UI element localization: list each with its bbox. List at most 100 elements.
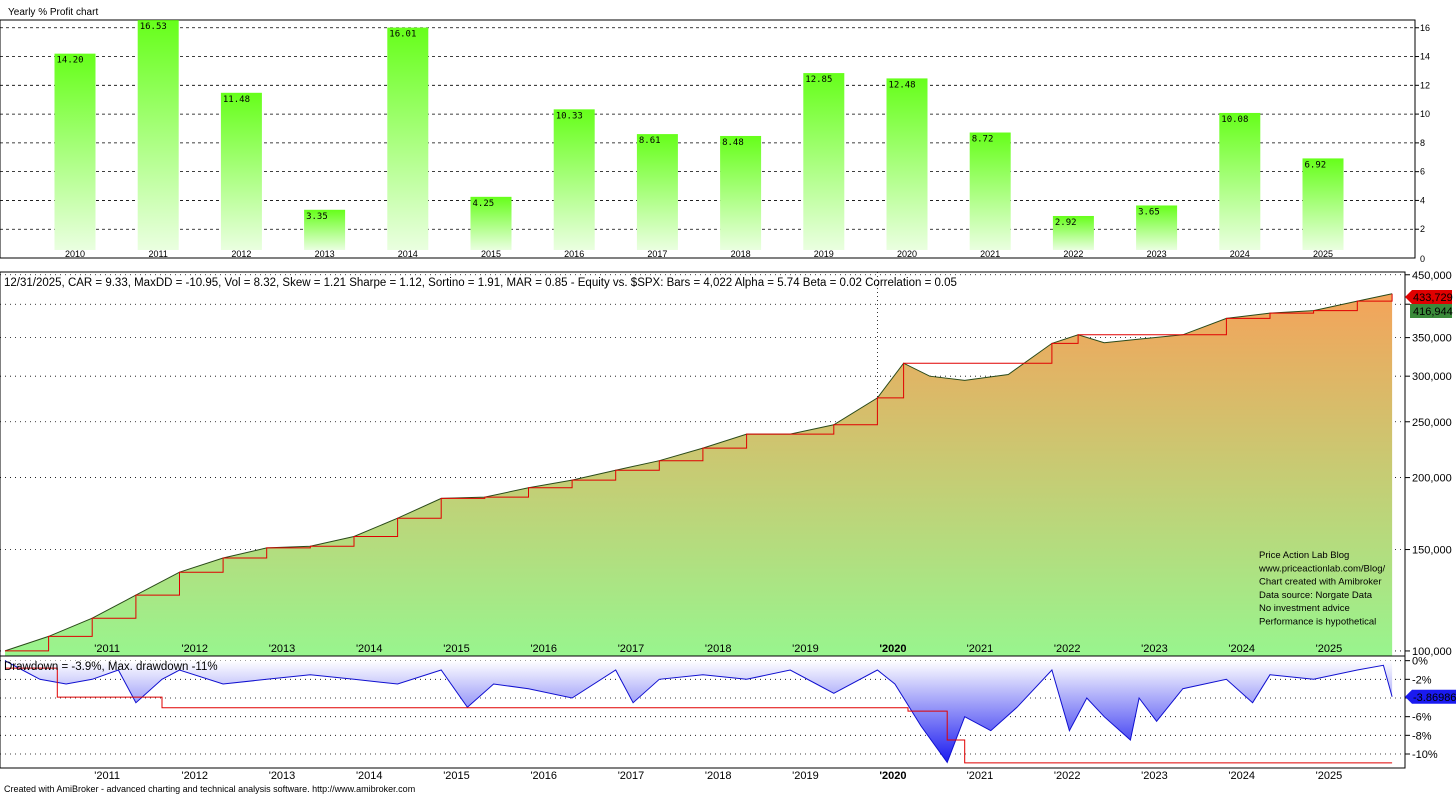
profit-x-tick-label: 2021 (980, 249, 1000, 259)
profit-bar (304, 209, 346, 250)
equity-x-tick-label: '2015 (443, 643, 470, 655)
drawdown-x-tick-label: '2012 (181, 770, 208, 782)
profit-chart-title: Yearly % Profit chart (8, 7, 98, 18)
equity-y-tick-label: 350,000 (1412, 333, 1452, 345)
drawdown-y-axis-labels: 0%-2%-4%-6%-8%-10% (1412, 656, 1438, 761)
profit-x-tick-label: 2024 (1230, 249, 1250, 259)
profit-bar (886, 78, 928, 250)
equity-annotation: Price Action Lab Blog www.priceactionlab.… (1258, 550, 1386, 628)
drawdown-x-tick-label: '2016 (530, 770, 557, 782)
annotation-line: Data source: Norgate Data (1259, 590, 1373, 601)
profit-x-tick-label: 2010 (65, 249, 85, 259)
drawdown-x-tick-label: '2019 (792, 770, 819, 782)
drawdown-title: Drawdown = -3.9%, Max. drawdown -11% (4, 661, 218, 673)
equity-x-tick-label: '2011 (94, 643, 120, 655)
profit-bar (636, 134, 678, 250)
drawdown-area (4, 660, 1393, 764)
profit-value-label: 12.85 (805, 75, 832, 85)
drawdown-last-badge (1405, 689, 1456, 704)
profit-x-tick-label: 2025 (1313, 249, 1333, 259)
equity-x-tick-label: '2023 (1141, 643, 1168, 655)
profit-value-label: 6.92 (1305, 160, 1327, 170)
equity-x-tick-label: '2014 (356, 643, 383, 655)
equity-x-tick-label: '2022 (1054, 643, 1081, 655)
equity-x-tick-label: '2016 (530, 643, 557, 655)
profit-bar (1302, 158, 1344, 250)
equity-x-axis-labels: '2011 '2012 '2013 '2014 '2015 '2016 '2017 '2018… (94, 643, 1342, 655)
profit-value-label: 10.08 (1221, 115, 1248, 125)
equity-x-tick-label: '2019 (792, 643, 819, 655)
equity-area-fill (5, 293, 1393, 656)
profit-value-label: 10.33 (556, 111, 583, 121)
profit-y-tick-label: 8 (1420, 138, 1425, 148)
profit-bar (1136, 205, 1178, 250)
drawdown-x-tick-label: '2017 (618, 770, 645, 782)
profit-y-zero-label: 0 (1420, 254, 1425, 264)
drawdown-y-tick-label: -10% (1412, 749, 1438, 761)
drawdown-y-tick-label: -6% (1412, 712, 1432, 724)
profit-value-label: 8.48 (722, 138, 744, 148)
profit-value-label: 16.01 (389, 30, 416, 40)
profit-x-tick-label: 2012 (231, 249, 251, 259)
annotation-line: Chart created with Amibroker (1259, 577, 1382, 588)
drawdown-line (4, 660, 1393, 764)
drawdown-x-tick-label: '2024 (1228, 770, 1255, 782)
profit-bars (54, 20, 1344, 251)
equity-area (4, 293, 1393, 656)
equity-value-badges: 433,729 416,944 (1405, 290, 1453, 318)
equity-x-tick-label: '2017 (618, 643, 645, 655)
equity-y-tick-label: 150,000 (1412, 545, 1452, 557)
drawdown-x-tick-label: '2011 (94, 770, 120, 782)
drawdown-last-badge-label: -3.86986 (1413, 692, 1456, 704)
equity-y-tick-label: 200,000 (1412, 473, 1452, 485)
profit-panel-frame (0, 19, 1416, 259)
drawdown-x-tick-label: '2018 (705, 770, 732, 782)
profit-bar (54, 53, 96, 250)
equity-x-tick-label: '2020 (879, 643, 906, 655)
profit-x-tick-label: 2016 (564, 249, 584, 259)
profit-x-tick-label: 2023 (1147, 249, 1167, 259)
equity-x-tick-label: '2024 (1228, 643, 1255, 655)
equity-x-tick-label: '2018 (705, 643, 732, 655)
equity-stats-title: 12/31/2025, CAR = 9.33, MaxDD = -10.95, … (4, 277, 957, 289)
drawdown-y-tick-label: -8% (1412, 730, 1432, 742)
drawdown-x-tick-label: '2022 (1054, 770, 1081, 782)
profit-bar (1052, 215, 1094, 250)
profit-value-label: 4.25 (473, 199, 495, 209)
drawdown-x-axis-labels: '2011 '2012 '2013 '2014 '2015 '2016 '2017 '2018… (94, 770, 1342, 782)
drawdown-x-tick-label: '2021 (967, 770, 994, 782)
profit-y-axis-labels: 2 4 6 8 10 12 14 16 (1420, 23, 1430, 234)
drawdown-x-tick-label: '2013 (269, 770, 296, 782)
profit-x-tick-label: 2014 (398, 249, 418, 259)
profit-x-tick-label: 2020 (897, 249, 917, 259)
profit-x-tick-label: 2011 (149, 249, 168, 259)
profit-value-label: 3.65 (1138, 207, 1160, 217)
equity-x-tick-label: '2021 (967, 643, 994, 655)
profit-x-tick-label: 2018 (731, 249, 751, 259)
profit-value-label: 3.35 (306, 212, 328, 222)
profit-x-tick-label: 2015 (481, 249, 501, 259)
drawdown-x-tick-label: '2014 (356, 770, 383, 782)
max-drawdown-line (5, 667, 1393, 764)
profit-x-tick-label: 2017 (647, 249, 667, 259)
profit-bar (470, 196, 512, 250)
equity-peak-badge-label: 433,729 (1413, 292, 1453, 304)
profit-y-tick-label: 6 (1420, 167, 1425, 177)
profit-value-labels: 14.20 16.53 11.48 3.35 16.01 4.25 10.33 8.61 8.4… (57, 22, 1327, 228)
equity-y-tick-label: 250,000 (1412, 417, 1452, 429)
drawdown-x-tick-label: '2015 (443, 770, 470, 782)
equity-peak-badge (1405, 290, 1452, 304)
profit-x-tick-label: 2022 (1063, 249, 1083, 259)
profit-bar (137, 20, 179, 250)
profit-y-tick-label: 16 (1420, 23, 1430, 33)
profit-x-axis-labels: 2010 2011 2012 2013 2014 2015 2016 2017 2018 2019… (65, 249, 1333, 259)
profit-y-tick-label: 12 (1420, 80, 1430, 90)
profit-value-label: 11.48 (223, 95, 250, 105)
annotation-line: No investment advice (1259, 603, 1350, 614)
annotation-line: www.priceactionlab.com/Blog/ (1258, 563, 1386, 574)
drawdown-y-tick-label: -2% (1412, 674, 1432, 686)
profit-value-label: 14.20 (57, 56, 84, 66)
profit-value-label: 2.92 (1055, 218, 1077, 228)
profit-value-label: 12.48 (889, 80, 916, 90)
